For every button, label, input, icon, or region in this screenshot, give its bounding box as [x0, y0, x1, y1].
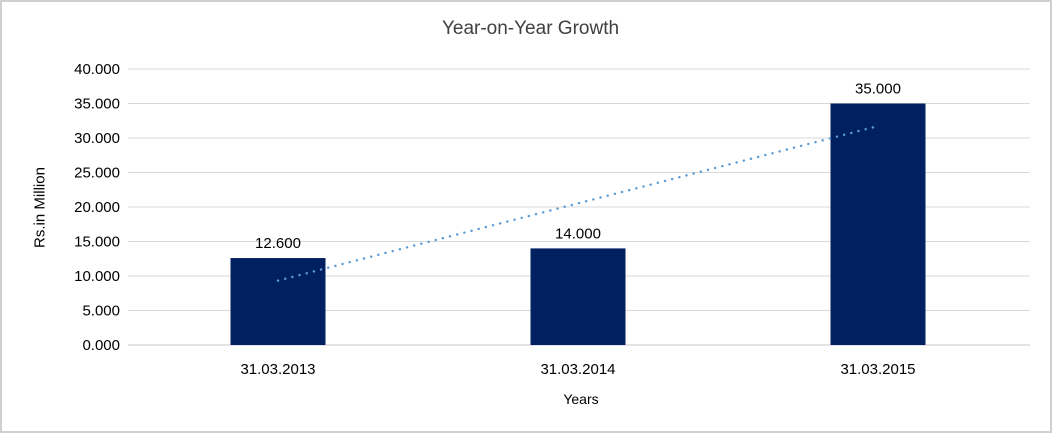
y-tick-label: 30.000	[74, 130, 120, 147]
x-category-label: 31.03.2014	[540, 361, 615, 378]
x-category-label: 31.03.2015	[840, 361, 915, 378]
bar-data-label: 12.600	[255, 235, 301, 252]
y-tick-label: 5.000	[82, 303, 120, 320]
bar-data-label: 35.000	[855, 81, 901, 98]
y-tick-label: 40.000	[74, 61, 120, 78]
bar	[530, 248, 626, 345]
y-tick-label: 25.000	[74, 165, 120, 182]
y-tick-label: 15.000	[74, 234, 120, 251]
y-tick-label: 0.000	[82, 337, 120, 354]
x-category-label: 31.03.2013	[240, 361, 315, 378]
bar	[230, 258, 326, 345]
bar-data-label: 14.000	[555, 225, 601, 242]
y-tick-label: 35.000	[74, 96, 120, 113]
y-tick-label: 20.000	[74, 199, 120, 216]
y-tick-label: 10.000	[74, 268, 120, 285]
trendline	[276, 124, 880, 282]
bar	[830, 103, 926, 345]
x-axis-title: Years	[563, 391, 599, 407]
chart-title: Year-on-Year Growth	[441, 18, 620, 39]
